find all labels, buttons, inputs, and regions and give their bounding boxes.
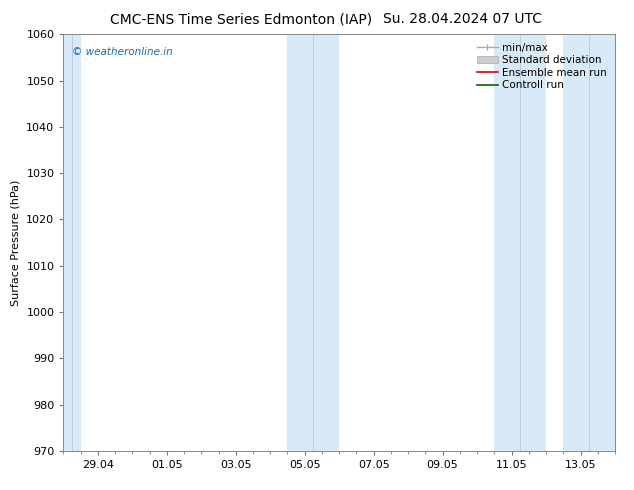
Text: CMC-ENS Time Series Edmonton (IAP): CMC-ENS Time Series Edmonton (IAP) bbox=[110, 12, 372, 26]
Text: © weatheronline.in: © weatheronline.in bbox=[72, 47, 172, 57]
Bar bbox=[563, 34, 615, 451]
Legend: min/max, Standard deviation, Ensemble mean run, Controll run: min/max, Standard deviation, Ensemble me… bbox=[474, 40, 610, 94]
Bar bbox=[495, 34, 546, 451]
Y-axis label: Surface Pressure (hPa): Surface Pressure (hPa) bbox=[11, 179, 21, 306]
Bar bbox=[63, 34, 81, 451]
Text: Su. 28.04.2024 07 UTC: Su. 28.04.2024 07 UTC bbox=[384, 12, 542, 26]
Bar bbox=[287, 34, 339, 451]
